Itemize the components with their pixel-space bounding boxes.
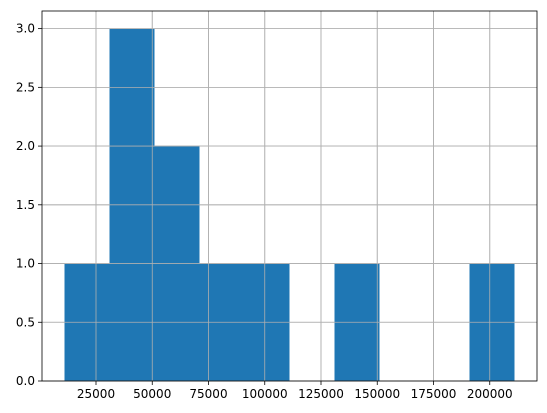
x-tick-label: 25000 [77, 387, 115, 401]
x-tick-label: 200000 [467, 387, 513, 401]
x-tick-label: 150000 [354, 387, 400, 401]
x-tick-label: 100000 [242, 387, 288, 401]
y-tick-label: 2.5 [16, 80, 35, 94]
axes-frame [41, 10, 538, 382]
y-tick-label: 0.5 [16, 315, 35, 329]
y-tick-label: 0.0 [16, 374, 35, 388]
y-tick-label: 1.0 [16, 257, 35, 271]
x-axis-ticks: 25000 50000 75000 100000 125000 150000 175000 2… [77, 381, 513, 401]
y-tick-label: 1.5 [16, 198, 35, 212]
x-tick-label: 125000 [298, 387, 344, 401]
x-tick-label: 175000 [411, 387, 457, 401]
x-tick-label: 75000 [189, 387, 227, 401]
y-tick-label: 2.0 [16, 139, 35, 153]
y-axis-ticks: 0.0 0.5 1.0 1.5 2.0 2.5 3.0 [16, 22, 42, 388]
x-tick-label: 50000 [133, 387, 171, 401]
y-tick-label: 3.0 [16, 22, 35, 36]
